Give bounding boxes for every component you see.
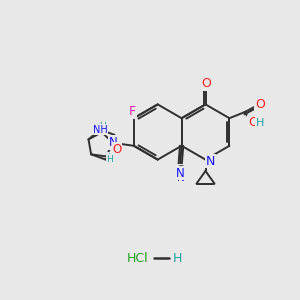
Text: HCl: HCl [127, 251, 149, 265]
Text: H: H [107, 152, 114, 161]
Text: N: N [206, 154, 215, 168]
Text: H: H [172, 251, 182, 265]
Text: N: N [176, 167, 184, 180]
Text: O: O [201, 77, 211, 90]
Text: H: H [99, 122, 106, 131]
Text: N: N [176, 173, 184, 183]
Text: NH: NH [93, 124, 107, 135]
Text: N: N [108, 136, 117, 149]
Text: F: F [129, 105, 136, 118]
Text: O: O [112, 143, 122, 156]
Text: H: H [106, 155, 113, 164]
Text: O: O [248, 116, 258, 129]
Text: C: C [177, 165, 184, 175]
Text: O: O [255, 98, 265, 112]
Text: H: H [256, 118, 265, 128]
